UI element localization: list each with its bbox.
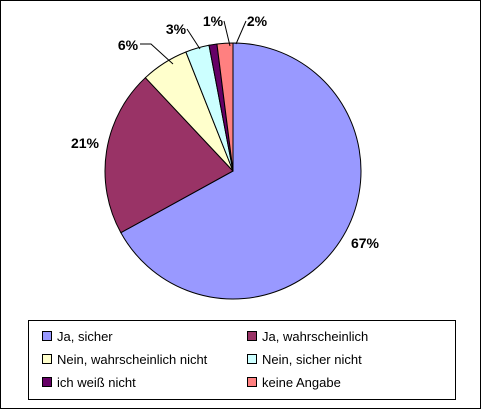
- data-label-nein-sicher-nicht: 3%: [166, 21, 187, 37]
- legend-swatch: [42, 331, 52, 341]
- leader-line-keine-angabe: [235, 20, 247, 45]
- leader-line-nein-sicher-nicht: [186, 28, 201, 50]
- data-label-ja-wahrscheinlich: 21%: [71, 135, 100, 151]
- data-label-ich-weiss-nicht: 1%: [203, 13, 224, 29]
- data-label-nein-wahrscheinlich-nicht: 6%: [118, 37, 139, 53]
- data-label-ja-sicher: 67%: [351, 235, 380, 251]
- legend-label: Ja, wahrscheinlich: [262, 328, 369, 344]
- legend-swatch: [42, 354, 52, 364]
- legend-swatch: [247, 354, 257, 364]
- legend-item-nein-sicher-nicht: Nein, sicher nicht: [247, 350, 362, 368]
- data-label-keine-angabe: 2%: [247, 13, 268, 29]
- legend-label: ich weiß nicht: [57, 374, 136, 390]
- legend-item-ich-weiss-nicht: ich weiß nicht: [42, 373, 136, 391]
- leader-line-ich-weiss-nicht: [223, 20, 231, 47]
- legend-label: Ja, sicher: [57, 328, 113, 344]
- legend-swatch: [42, 377, 52, 387]
- legend-item-nein-wahrscheinlich-nicht: Nein, wahrscheinlich nicht: [42, 350, 207, 368]
- legend-label: keine Angabe: [262, 374, 341, 390]
- legend-item-ja-sicher: Ja, sicher: [42, 327, 113, 345]
- legend-item-ja-wahrscheinlich: Ja, wahrscheinlich: [247, 327, 368, 345]
- legend-label: Nein, wahrscheinlich nicht: [57, 351, 208, 367]
- leader-line-nein-wahrscheinlich-nicht: [140, 43, 174, 65]
- legend-swatch: [247, 377, 257, 387]
- legend-swatch: [247, 331, 257, 341]
- pie-slice-ja-sicher: [120, 42, 362, 300]
- pie-slice-ja-wahrscheinlich: [104, 76, 234, 234]
- legend-item-keine-angabe: keine Angabe: [247, 373, 341, 391]
- legend: Ja, sicher Ja, wahrscheinlich Nein, wahr…: [28, 320, 456, 400]
- pie-slice-keine-angabe: [216, 42, 234, 172]
- legend-label: Nein, sicher nicht: [262, 351, 362, 367]
